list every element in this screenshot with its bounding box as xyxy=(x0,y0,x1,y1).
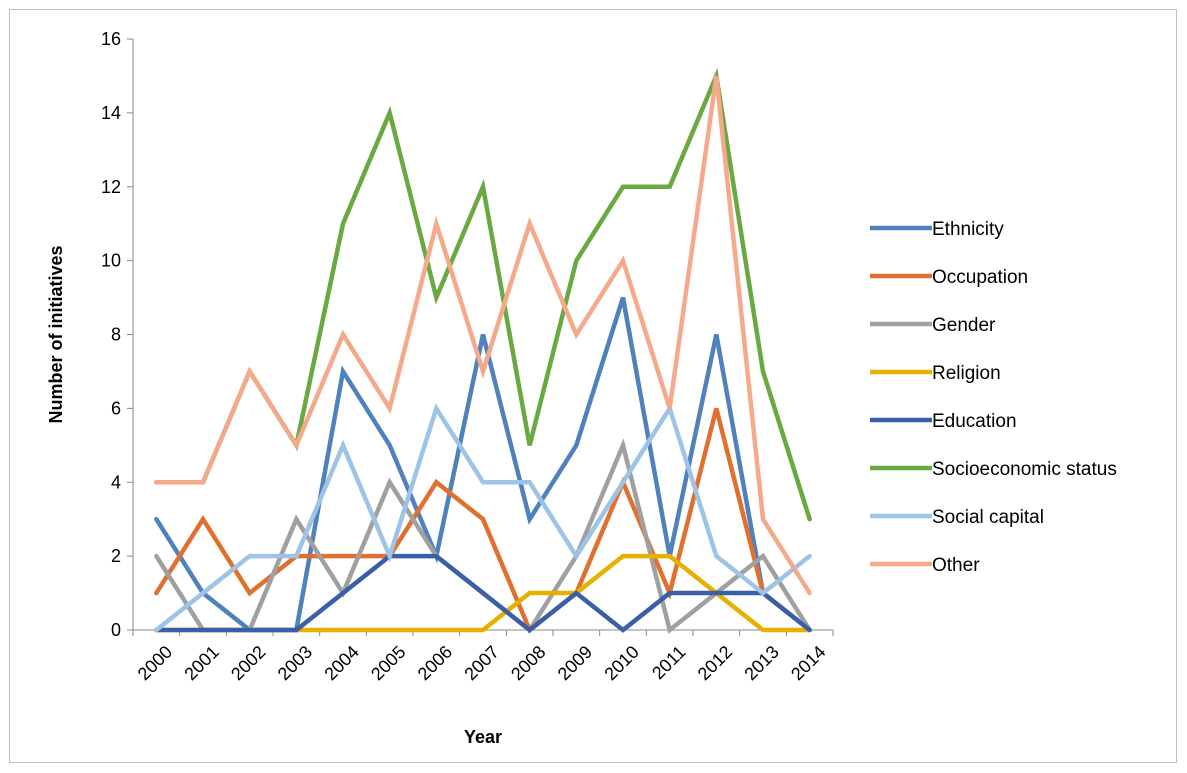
series-line-education xyxy=(154,553,812,633)
y-tick-label: 4 xyxy=(111,472,121,492)
x-tick-label: 2002 xyxy=(227,642,269,684)
legend-label: Ethnicity xyxy=(932,219,1004,240)
x-tick-label: 2008 xyxy=(507,642,549,684)
x-ticks: 2000 2001 2002 2003 2004 2005 2006 2007 2008 2009… xyxy=(132,630,834,684)
y-tick-label: 0 xyxy=(111,620,121,640)
x-tick-label: 2005 xyxy=(367,642,409,684)
y-tick-label: 8 xyxy=(111,325,121,345)
legend: Ethnicity Occupation Gender Religion Educati… xyxy=(870,219,1117,576)
series-line-socioeconomic-status xyxy=(154,67,812,522)
x-tick-label: 2003 xyxy=(274,642,316,684)
x-tick-label: 2011 xyxy=(648,642,690,684)
x-tick-label: 2006 xyxy=(414,642,456,684)
series-line-ethnicity xyxy=(154,296,812,633)
x-tick-label: 2014 xyxy=(787,642,829,684)
x-tick-label: 2012 xyxy=(694,642,736,684)
x-tick-label: 2004 xyxy=(320,642,362,684)
y-tick-label: 16 xyxy=(101,29,121,49)
x-axis-title: Year xyxy=(464,727,502,747)
legend-label: Gender xyxy=(932,315,996,336)
x-tick-label: 2007 xyxy=(460,642,502,684)
x-tick-label: 2013 xyxy=(740,642,782,684)
x-tick-label: 2010 xyxy=(600,642,642,684)
series-lines xyxy=(154,67,812,634)
legend-label: Occupation xyxy=(932,267,1028,288)
y-tick-label: 14 xyxy=(101,103,121,123)
series-line-other xyxy=(154,75,812,596)
legend-label: Socioeconomic status xyxy=(932,459,1117,480)
series-line-occupation xyxy=(154,407,812,634)
legend-label: Religion xyxy=(932,363,1001,384)
x-tick-label: 2001 xyxy=(180,642,222,684)
series-line-social-capital xyxy=(154,403,812,633)
x-tick-label: 2000 xyxy=(134,642,176,684)
y-tick-label: 6 xyxy=(111,398,121,418)
y-ticks: 0 2 4 6 8 10 12 14 16 xyxy=(101,29,133,640)
y-tick-label: 2 xyxy=(111,546,121,566)
legend-label: Social capital xyxy=(932,507,1044,528)
y-tick-label: 10 xyxy=(101,251,121,271)
y-tick-label: 12 xyxy=(101,177,121,197)
legend-label: Education xyxy=(932,411,1017,432)
legend-label: Other xyxy=(932,555,980,576)
x-tick-label: 2009 xyxy=(554,642,596,684)
y-axis-title: Number of initiatives xyxy=(46,245,66,423)
